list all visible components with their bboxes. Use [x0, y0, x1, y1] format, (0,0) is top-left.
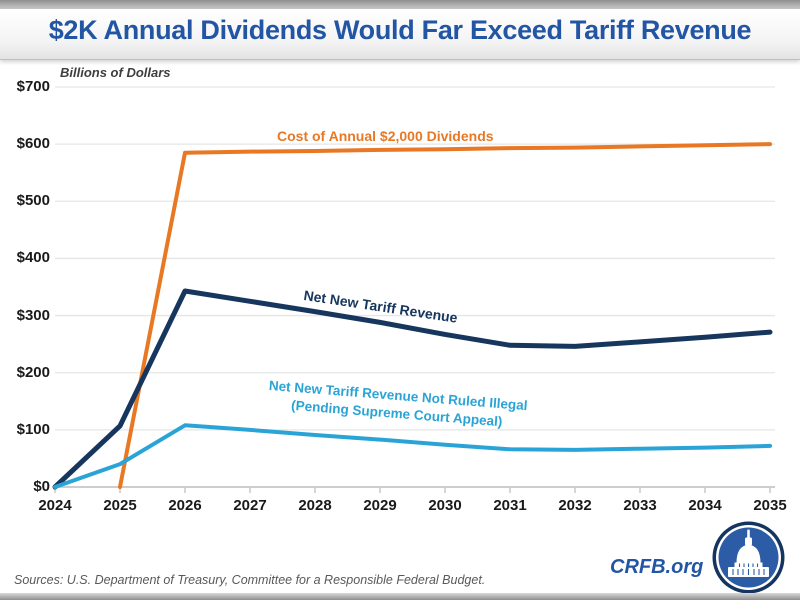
x-axis-tick-label: 2024: [38, 497, 72, 514]
x-axis-tick-label: 2031: [493, 497, 527, 514]
y-axis-tick-label: $700: [16, 78, 50, 95]
y-axis-tick-label: $100: [16, 420, 50, 438]
y-axis-tick-label: $400: [16, 249, 50, 267]
header: $2K Annual Dividends Would Far Exceed Ta…: [0, 9, 800, 60]
x-axis-tick-label: 2035: [753, 497, 787, 514]
x-axis-tick-label: 2034: [688, 497, 722, 514]
x-axis-tick-label: 2029: [363, 497, 397, 514]
x-axis-tick-label: 2030: [428, 497, 462, 514]
line-dividends: [118, 142, 772, 489]
y-axis-tick-label: $500: [16, 192, 50, 210]
line-tariff-revenue-not-ruled-illegal: [53, 423, 772, 489]
y-axis-tick-label: $0: [33, 478, 50, 495]
x-axis-tick-label: 2026: [168, 497, 202, 514]
top-border-strip: [0, 0, 800, 9]
x-axis-tick-label: 2033: [623, 497, 657, 514]
crfb-capitol-dome-logo-icon: [712, 521, 785, 594]
y-axis-tick-label: $200: [16, 363, 50, 381]
y-axis-tick-label: $600: [16, 135, 50, 153]
x-axis-tick-label: 2025: [103, 497, 137, 514]
chart-area: Billions of Dollars $0 $100 $200 $300 $400 $5…: [0, 60, 800, 520]
page-title: $2K Annual Dividends Would Far Exceed Ta…: [48, 15, 752, 45]
series-label-dividends: Cost of Annual $2,000 Dividends: [277, 128, 494, 144]
line-tariff-revenue: [52, 288, 773, 490]
x-axis-tick-label: 2027: [233, 497, 267, 514]
sources-text: Sources: U.S. Department of Treasury, Co…: [14, 573, 486, 587]
y-axis-tick-label: $300: [16, 306, 50, 324]
x-axis-tick-label: 2032: [558, 497, 592, 514]
y-axis-unit-label: Billions of Dollars: [60, 65, 171, 80]
bottom-border-strip: [0, 593, 800, 600]
x-axis-tick-label: 2028: [298, 497, 332, 514]
brand-text: CRFB.org: [610, 556, 704, 578]
